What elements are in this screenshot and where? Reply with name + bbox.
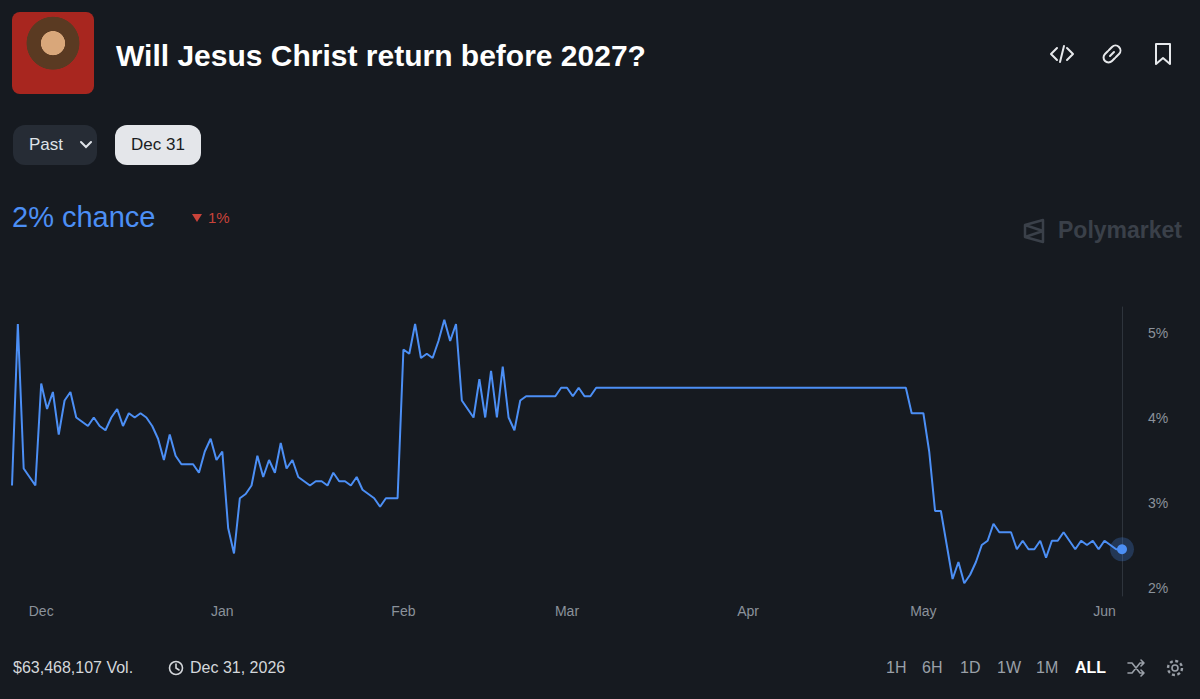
svg-text:5%: 5% [1148,325,1168,341]
html-text:Dec 31: Dec 31 [131,135,185,154]
svg-text:May: May [910,603,936,619]
svg-text:Jan: Jan [211,603,234,619]
html-text:$63,468,107 Vol.: $63,468,107 Vol. [13,659,134,676]
html-text:1M: 1M [1036,659,1059,676]
html-text:1D: 1D [960,659,981,676]
html-text:Past: Past [29,135,63,154]
svg-text:Jun: Jun [1093,603,1116,619]
svg-text:3%: 3% [1148,495,1168,511]
html-text:1W: 1W [997,659,1021,676]
html-text:2% chance: 2% chance [12,201,156,233]
svg-text:Feb: Feb [391,603,415,619]
html-text:Will Jesus Christ return befor: Will Jesus Christ return before 2027? [116,39,646,72]
svg-text:Apr: Apr [737,603,759,619]
svg-text:Mar: Mar [555,603,579,619]
html-text:ALL: ALL [1075,659,1107,676]
svg-text:Dec: Dec [29,603,54,619]
html-text:Dec 31, 2026: Dec 31, 2026 [190,659,286,676]
html-text:6H: 6H [922,659,943,676]
svg-text:4%: 4% [1148,410,1168,426]
html-text:Polymarket: Polymarket [1058,217,1182,243]
html-text:1H: 1H [886,659,907,676]
html-text:1%: 1% [208,209,230,226]
svg-text:2%: 2% [1148,580,1168,596]
